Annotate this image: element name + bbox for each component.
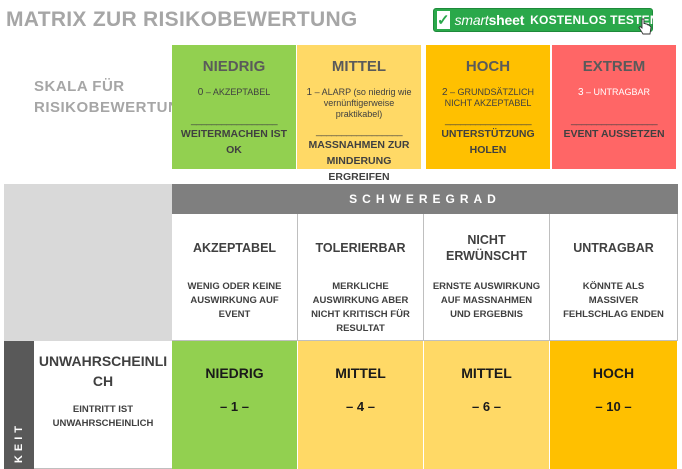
severity-column-title: UNTRAGBAR	[573, 241, 654, 255]
scale-level-title: NIEDRIG	[202, 58, 266, 75]
risk-cell: NIEDRIG – 1 –	[172, 341, 298, 469]
risk-cell-level: NIEDRIG	[205, 365, 264, 381]
scale-level-desc: 2 – GRUNDSÄTZLICH NICHT AKZEPTABEL	[426, 87, 550, 109]
matrix-corner	[4, 184, 172, 341]
risk-cell-level: MITTEL	[335, 365, 386, 381]
scale-level-action: UNTERSTÜTZUNG HOLEN	[441, 128, 535, 156]
scale-level-action: MASSNAHMEN ZUR MINDERUNG ERGREIFEN	[308, 139, 410, 183]
smartsheet-logo-icon: ✓	[437, 11, 450, 29]
risk-cell: MITTEL – 4 –	[298, 341, 424, 469]
scale-level-title: EXTREM	[582, 58, 646, 75]
scale-level-mittel: MITTEL 1 – ALARP (so niedrig wie vernünf…	[297, 45, 422, 183]
risk-cell-value: – 10 –	[595, 399, 632, 414]
smartsheet-brand: smartsheet	[455, 12, 525, 28]
scale-level-title: HOCH	[465, 58, 511, 75]
scale-level-number: 2	[441, 87, 448, 98]
likelihood-header: KEIT	[4, 341, 34, 469]
risk-cell-value: – 6 –	[472, 399, 501, 414]
scale-level-hoch: HOCH 2 – GRUNDSÄTZLICH NICHT AKZEPTABEL …	[426, 45, 551, 169]
severity-column-desc: ERNSTE AUSWIRKUNG AUF MASSNAHMEN UND ERG…	[432, 281, 541, 320]
scale-level-extrem: EXTREM 3 – UNTRAGBAR _________________ E…	[552, 45, 677, 169]
likelihood-row-title: UNWAHRSCHEINLICH	[38, 353, 168, 389]
scale-level-divider: _________________	[570, 115, 658, 126]
scale-level-description: – AKZEPTABEL	[203, 87, 271, 97]
likelihood-row-header: UNWAHRSCHEINLICH EINTRITT IST UNWAHRSCHE…	[34, 341, 172, 469]
severity-column-title: TOLERIERBAR	[315, 241, 406, 255]
risk-cell-level: HOCH	[592, 365, 635, 381]
scale-level-divider: _________________	[315, 126, 403, 137]
severity-column-akzeptabel: AKZEPTABEL WENIG ODER KEINE AUSWIRKUNG A…	[172, 214, 298, 341]
scale-level-niedrig: NIEDRIG 0 – AKZEPTABEL _________________…	[172, 45, 297, 169]
smartsheet-cta-label: KOSTENLOS TESTEN	[530, 13, 659, 27]
severity-column-title: AKZEPTABEL	[192, 241, 277, 255]
severity-column-desc: WENIG ODER KEINE AUSWIRKUNG AUF EVENT	[187, 281, 282, 320]
severity-column-tolerierbar: TOLERIERBAR MERKLICHE AUSWIRKUNG ABER NI…	[298, 214, 424, 341]
likelihood-row-desc: EINTRITT IST UNWAHRSCHEINLICH	[52, 404, 154, 429]
severity-header: SCHWEREGRAD	[172, 184, 678, 214]
severity-column-untragbar: UNTRAGBAR KÖNNTE ALS MASSIVER FEHLSCHLAG…	[550, 214, 678, 341]
scale-level-number: 3	[577, 87, 584, 98]
smartsheet-brand-bold: sheet	[488, 12, 525, 28]
severity-column-nicht-erwuenscht: NICHT ERWÜNSCHT ERNSTE AUSWIRKUNG AUF MA…	[424, 214, 550, 341]
scale-level-action: EVENT AUSSETZEN	[563, 128, 665, 140]
smartsheet-trial-button[interactable]: ✓ smartsheet KOSTENLOS TESTEN	[433, 8, 659, 32]
severity-column-title: NICHT ERWÜNSCHT	[445, 233, 528, 263]
risk-cell: HOCH – 10 –	[550, 341, 678, 469]
likelihood-label: KEIT	[13, 421, 25, 463]
scale-level-desc: 1 – ALARP (so niedrig wie vernünftigerwe…	[297, 87, 421, 120]
risk-cell-level: MITTEL	[461, 365, 512, 381]
scale-level-description: – ALARP (so niedrig wie vernünftigerweis…	[312, 87, 412, 119]
risk-cell-value: – 1 –	[220, 399, 249, 414]
scale-label: SKALA FÜR RISIKOBEWERTUNG	[34, 78, 192, 116]
severity-column-desc: KÖNNTE ALS MASSIVER FEHLSCHLAG ENDEN	[563, 281, 664, 320]
scale-level-description: – GRUNDSÄTZLICH NICHT AKZEPTABEL	[444, 87, 535, 108]
scale-level-description: – UNTRAGBAR	[583, 87, 651, 97]
severity-column-desc: MERKLICHE AUSWIRKUNG ABER NICHT KRITISCH…	[311, 281, 410, 334]
scale-level-desc: 3 – UNTRAGBAR	[552, 87, 676, 109]
scale-level-divider: _________________	[190, 115, 278, 126]
risk-cell-value: – 4 –	[346, 399, 375, 414]
scale-level-number: 0	[197, 87, 204, 98]
scale-level-divider: _________________	[444, 115, 532, 126]
scale-level-action: WEITERMACHEN IST OK	[180, 128, 288, 156]
hand-cursor-icon	[638, 18, 652, 35]
smartsheet-brand-light: smart	[454, 12, 489, 28]
risk-cell: MITTEL – 6 –	[424, 341, 550, 469]
scale-level-desc: 0 – AKZEPTABEL	[172, 87, 296, 109]
scale-level-title: MITTEL	[331, 58, 387, 75]
page-title: MATRIX ZUR RISIKOBEWERTUNG	[6, 8, 358, 31]
scale-level-number: 1	[306, 87, 313, 98]
